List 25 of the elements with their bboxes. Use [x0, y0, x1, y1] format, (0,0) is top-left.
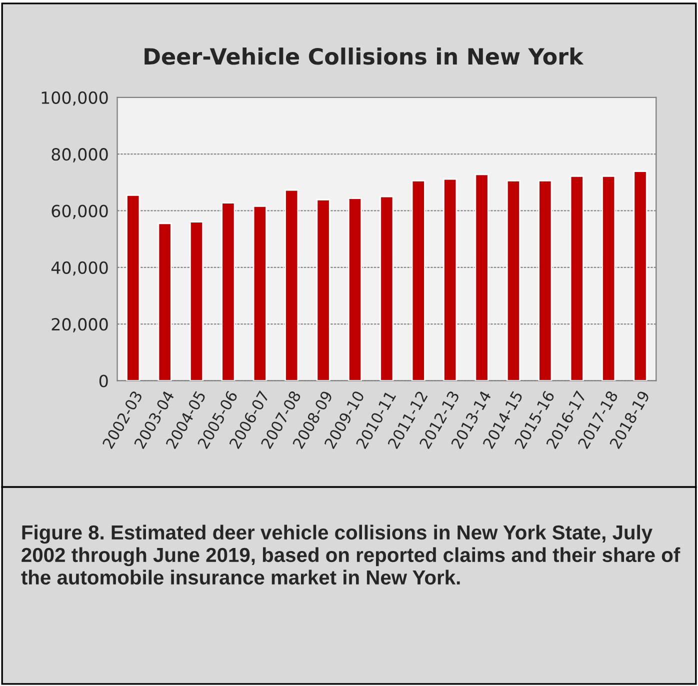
- y-tick-label: 0: [99, 374, 108, 388]
- bar: [158, 222, 172, 381]
- y-tick-label: 60,000: [52, 204, 108, 220]
- y-tick-label: 80,000: [52, 148, 108, 162]
- bar: [252, 206, 267, 381]
- bar: [221, 202, 236, 381]
- y-tick-label: 100,000: [42, 91, 108, 106]
- bar: [474, 174, 489, 381]
- caption: Figure 8. Estimated deer vehicle collisions in New York State, July 2002 through June 2019, based on reported claims and their share of the automobile insurance market in New York.: [21, 524, 680, 585]
- chart-title: Deer-Vehicle Collisions in New York: [144, 48, 584, 65]
- bar: [348, 198, 362, 381]
- bar: [126, 194, 140, 381]
- bar: [633, 170, 648, 381]
- bar: [538, 180, 552, 381]
- bar: [411, 180, 426, 381]
- bar: [380, 196, 394, 381]
- bar: [443, 178, 458, 381]
- bar: [570, 175, 584, 381]
- y-tick-label: 20,000: [52, 318, 108, 332]
- bar: [506, 180, 521, 381]
- bar: [284, 189, 299, 381]
- bar: [602, 175, 616, 381]
- bar: [189, 221, 204, 381]
- bar: [316, 198, 330, 381]
- y-tick-label: 40,000: [51, 261, 108, 276]
